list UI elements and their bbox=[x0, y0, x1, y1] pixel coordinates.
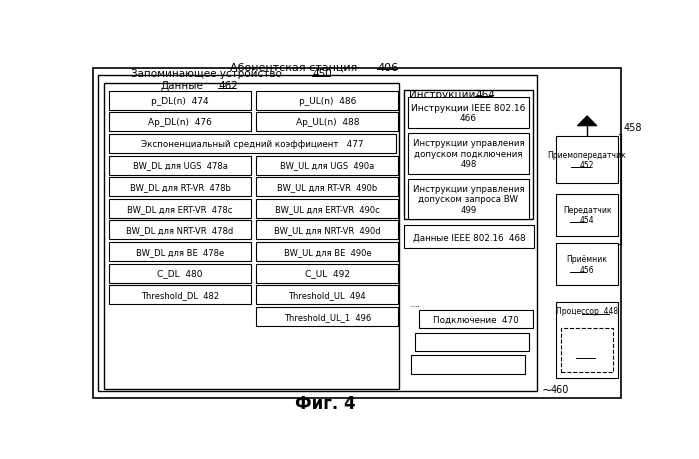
Bar bbox=[561, 328, 613, 372]
Bar bbox=[408, 134, 529, 174]
Text: Threshold_UL  494: Threshold_UL 494 bbox=[289, 291, 366, 300]
Bar bbox=[257, 307, 398, 326]
Text: 464: 464 bbox=[475, 90, 495, 99]
Text: Инструкции: Инструкции bbox=[563, 340, 612, 349]
Text: Инструкции управления
допуском запроса BW
499: Инструкции управления допуском запроса B… bbox=[412, 185, 524, 214]
Bar bbox=[109, 178, 251, 197]
Bar bbox=[556, 194, 618, 236]
Bar bbox=[415, 333, 529, 351]
Text: p_UL(n)  486: p_UL(n) 486 bbox=[298, 96, 356, 106]
Bar bbox=[109, 134, 396, 154]
Text: BW_DL для BE  478e: BW_DL для BE 478e bbox=[136, 247, 224, 257]
Text: Инструкции управления
допуском подключения
498: Инструкции управления допуском подключен… bbox=[412, 139, 524, 169]
Text: Данные: Данные bbox=[161, 81, 203, 91]
Text: BW_UL для ERT-VR  490c: BW_UL для ERT-VR 490c bbox=[275, 204, 380, 213]
Text: C_DL  480: C_DL 480 bbox=[157, 269, 203, 278]
Text: 454: 454 bbox=[579, 216, 594, 225]
Bar bbox=[556, 302, 618, 379]
Bar bbox=[404, 226, 534, 249]
Text: BW_UL для BE  490e: BW_UL для BE 490e bbox=[284, 247, 371, 257]
Text: Приемопередатчик: Приемопередатчик bbox=[548, 151, 626, 159]
Text: Фиг. 4: Фиг. 4 bbox=[296, 394, 356, 412]
Text: Направление  473: Направление 473 bbox=[426, 360, 510, 369]
Bar bbox=[109, 156, 251, 175]
Bar bbox=[98, 76, 537, 391]
Bar bbox=[257, 221, 398, 240]
Text: Экспоненциальный средний коэффициент   477: Экспоненциальный средний коэффициент 477 bbox=[141, 140, 364, 149]
Text: ~: ~ bbox=[541, 383, 552, 396]
Bar bbox=[556, 244, 618, 285]
Bar bbox=[257, 199, 398, 218]
Bar bbox=[419, 310, 533, 329]
Text: Запоминающее устройство: Запоминающее устройство bbox=[131, 69, 282, 79]
Text: Данные IEEE 802.16  468: Данные IEEE 802.16 468 bbox=[413, 233, 526, 242]
Bar bbox=[257, 178, 398, 197]
Text: Ap_DL(n)  476: Ap_DL(n) 476 bbox=[148, 118, 212, 127]
Text: C_UL  492: C_UL 492 bbox=[305, 269, 350, 278]
Bar bbox=[103, 84, 399, 389]
Text: BW_UL для RT-VR  490b: BW_UL для RT-VR 490b bbox=[278, 183, 377, 192]
Text: 456: 456 bbox=[579, 265, 594, 274]
Text: 452: 452 bbox=[580, 161, 594, 170]
Text: p_DL(n)  474: p_DL(n) 474 bbox=[151, 96, 209, 106]
Text: Инструкции IEEE 802.16
466: Инструкции IEEE 802.16 466 bbox=[411, 103, 526, 123]
Text: Threshold_UL_1  496: Threshold_UL_1 496 bbox=[284, 312, 371, 321]
Text: 460: 460 bbox=[551, 384, 569, 394]
Bar bbox=[257, 285, 398, 305]
Bar bbox=[257, 242, 398, 262]
Bar bbox=[257, 156, 398, 175]
Text: Подключение  470: Подключение 470 bbox=[433, 315, 519, 324]
Bar bbox=[556, 136, 618, 184]
Bar bbox=[257, 264, 398, 283]
Text: 406: 406 bbox=[377, 62, 398, 73]
Bar bbox=[408, 179, 529, 220]
Bar bbox=[109, 221, 251, 240]
Text: BW_DL для NRT-VR  478d: BW_DL для NRT-VR 478d bbox=[127, 226, 233, 235]
Bar bbox=[109, 199, 251, 218]
Bar bbox=[109, 242, 251, 262]
Text: Абонентская станция: Абонентская станция bbox=[229, 62, 357, 73]
Text: 462: 462 bbox=[219, 81, 238, 91]
Text: Передатчик: Передатчик bbox=[563, 205, 612, 214]
Text: Threshold_DL  482: Threshold_DL 482 bbox=[141, 291, 219, 300]
Bar bbox=[404, 90, 533, 219]
Text: BW_UL для NRT-VR  490d: BW_UL для NRT-VR 490d bbox=[274, 226, 381, 235]
Text: BW_DL для RT-VR  478b: BW_DL для RT-VR 478b bbox=[129, 183, 231, 192]
Text: Процессор  448: Процессор 448 bbox=[556, 307, 618, 316]
Bar bbox=[109, 91, 251, 111]
Text: 458: 458 bbox=[624, 123, 642, 133]
Text: Инструкции: Инструкции bbox=[409, 90, 475, 99]
Text: BW_DL для ERT-VR  478c: BW_DL для ERT-VR 478c bbox=[127, 204, 233, 213]
Bar bbox=[257, 91, 398, 111]
Text: Тип  472: Тип 472 bbox=[453, 337, 491, 347]
Text: BW_UL для UGS  490a: BW_UL для UGS 490a bbox=[280, 161, 375, 170]
Text: 450: 450 bbox=[312, 69, 332, 79]
Bar bbox=[257, 113, 398, 132]
Bar bbox=[408, 97, 529, 129]
Bar bbox=[109, 264, 251, 283]
Text: Приёмник: Приёмник bbox=[567, 255, 607, 264]
Text: BW_DL для UGS  478a: BW_DL для UGS 478a bbox=[133, 161, 227, 170]
Text: Ap_UL(n)  488: Ap_UL(n) 488 bbox=[296, 118, 359, 127]
Bar bbox=[109, 113, 251, 132]
Bar bbox=[411, 355, 525, 374]
Polygon shape bbox=[577, 117, 597, 127]
Text: 464: 464 bbox=[579, 351, 594, 360]
Bar bbox=[109, 285, 251, 305]
